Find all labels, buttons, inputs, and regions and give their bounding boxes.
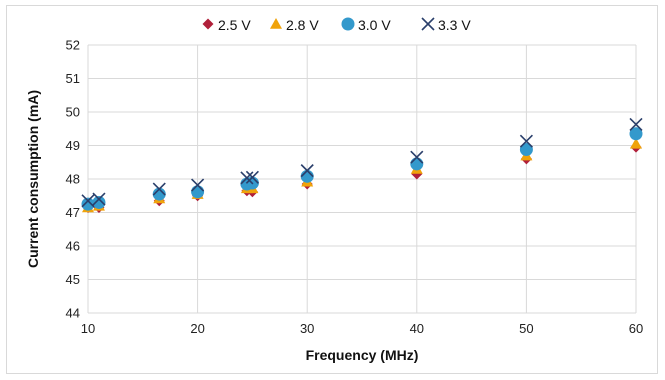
data-point-30v [300,169,314,183]
x-tick-label: 40 [410,321,424,336]
data-points [81,117,643,213]
y-tick-label: 49 [66,138,80,153]
gridlines [87,44,637,314]
data-point-30v [152,187,166,201]
x-stroke [152,182,166,196]
data-point-33v [300,164,314,178]
x-stroke [421,17,435,31]
x-stroke [81,194,95,208]
legend-label: 2.8 V [286,17,319,33]
data-point-33v [191,178,205,192]
y-tick-label: 48 [66,172,80,187]
x-tick-labels: 10 20 30 40 50 60 [81,321,643,336]
y-tick-label: 45 [66,272,80,287]
data-point-33v [240,171,254,185]
data-point-33v [410,150,424,164]
x-stroke [410,150,424,164]
y-axis-title: Current consumption (mA) [25,90,41,268]
data-point-30v [81,197,95,211]
x-axis-title: Frequency (MHz) [306,347,419,363]
data-point-33v [519,134,533,148]
data-point-33v [245,170,259,184]
y-tick-label: 47 [66,205,80,220]
y-tick-label: 50 [66,105,80,120]
x-tick-label: 60 [629,321,643,336]
y-tick-label: 51 [66,71,80,86]
data-point-33v [81,194,95,208]
x-stroke [191,178,205,192]
y-tick-labels: 44 45 46 47 48 49 50 51 52 [66,38,80,321]
legend-label: 3.0 V [358,17,391,33]
x-tick-label: 30 [300,321,314,336]
data-point-33v [629,117,643,131]
x-stroke [92,192,106,206]
diamond-icon [202,18,214,30]
x-icon [421,17,435,31]
x-stroke [629,117,643,131]
x-tick-label: 20 [190,321,204,336]
triangle-icon [270,18,282,29]
x-stroke [300,164,314,178]
legend-label: 2.5 V [218,17,251,33]
data-point-28v [630,137,642,149]
legend: 2.5 V 2.8 V 3.0 V 3.3 V [202,17,471,33]
chart-frame [6,5,658,374]
legend-label: 3.3 V [438,17,471,33]
data-point-30v [191,185,205,199]
data-point-30v [519,143,533,157]
data-point-30v [629,127,643,141]
x-stroke [245,170,259,184]
y-tick-label: 44 [66,306,80,321]
data-point-30v [410,157,424,171]
data-point-30v [92,195,106,209]
data-point-33v [92,192,106,206]
y-tick-label: 52 [66,38,80,53]
circle-icon [341,17,355,31]
y-tick-label: 46 [66,239,80,254]
x-stroke [240,171,254,185]
x-stroke [519,134,533,148]
data-point-33v [152,182,166,196]
x-tick-label: 10 [81,321,95,336]
x-tick-label: 50 [519,321,533,336]
